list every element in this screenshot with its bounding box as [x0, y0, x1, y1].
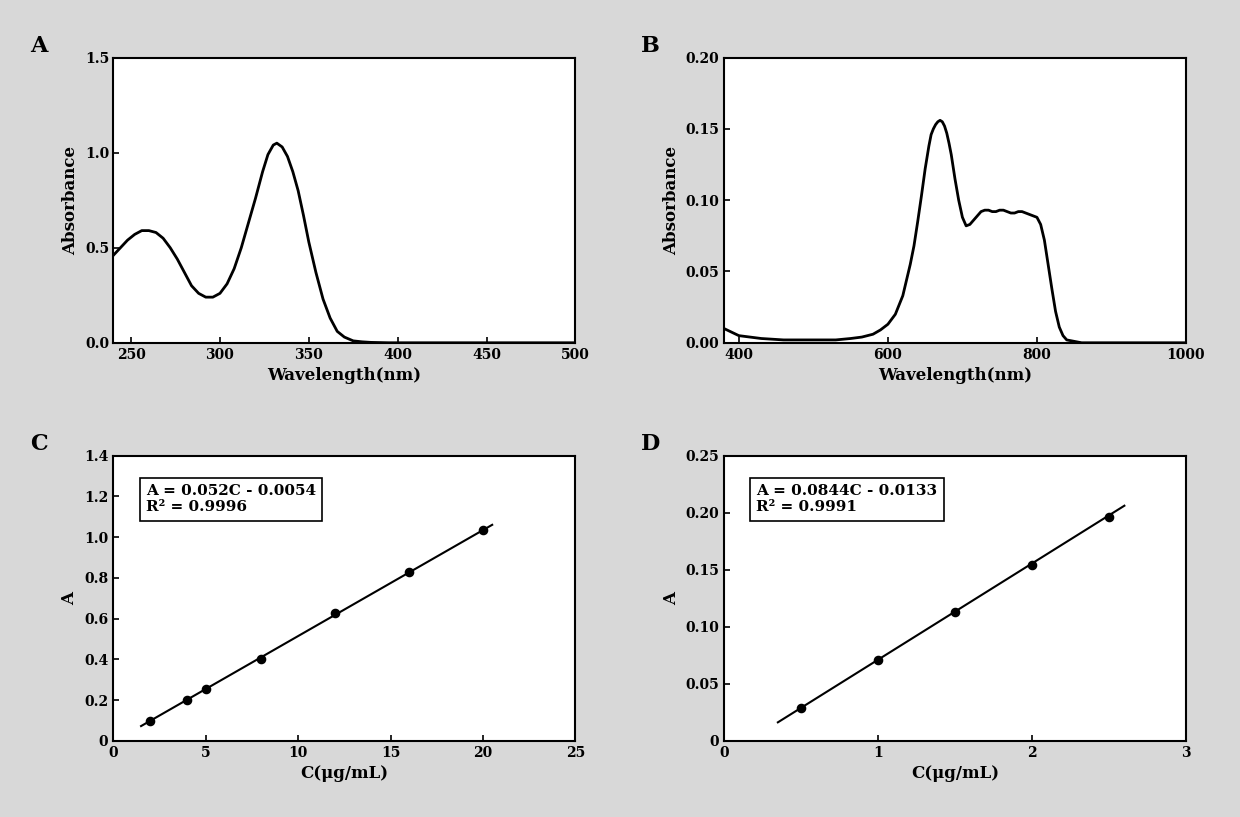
- Point: [791, 701, 811, 714]
- Point: [252, 653, 272, 666]
- Text: C: C: [30, 433, 48, 455]
- Point: [140, 714, 160, 727]
- Y-axis label: Absorbance: Absorbance: [62, 145, 79, 255]
- Y-axis label: A: A: [662, 592, 680, 605]
- Point: [399, 566, 419, 579]
- Text: A = 0.0844C - 0.0133
R² = 0.9991: A = 0.0844C - 0.0133 R² = 0.9991: [756, 484, 937, 515]
- Point: [1022, 559, 1042, 572]
- Point: [472, 524, 492, 537]
- Y-axis label: Absorbance: Absorbance: [662, 145, 680, 255]
- X-axis label: Wavelength(nm): Wavelength(nm): [878, 367, 1032, 384]
- Y-axis label: A: A: [62, 592, 78, 605]
- Point: [177, 693, 197, 706]
- Point: [196, 682, 216, 695]
- Text: A: A: [30, 35, 47, 57]
- X-axis label: Wavelength(nm): Wavelength(nm): [268, 367, 422, 384]
- X-axis label: C(μg/mL): C(μg/mL): [300, 766, 388, 783]
- Text: D: D: [641, 433, 660, 455]
- Point: [868, 654, 888, 667]
- Point: [1099, 511, 1118, 524]
- Point: [325, 606, 345, 619]
- Point: [945, 605, 965, 618]
- X-axis label: C(μg/mL): C(μg/mL): [911, 766, 999, 783]
- Text: B: B: [641, 35, 660, 57]
- Text: A = 0.052C - 0.0054
R² = 0.9996: A = 0.052C - 0.0054 R² = 0.9996: [145, 484, 316, 515]
